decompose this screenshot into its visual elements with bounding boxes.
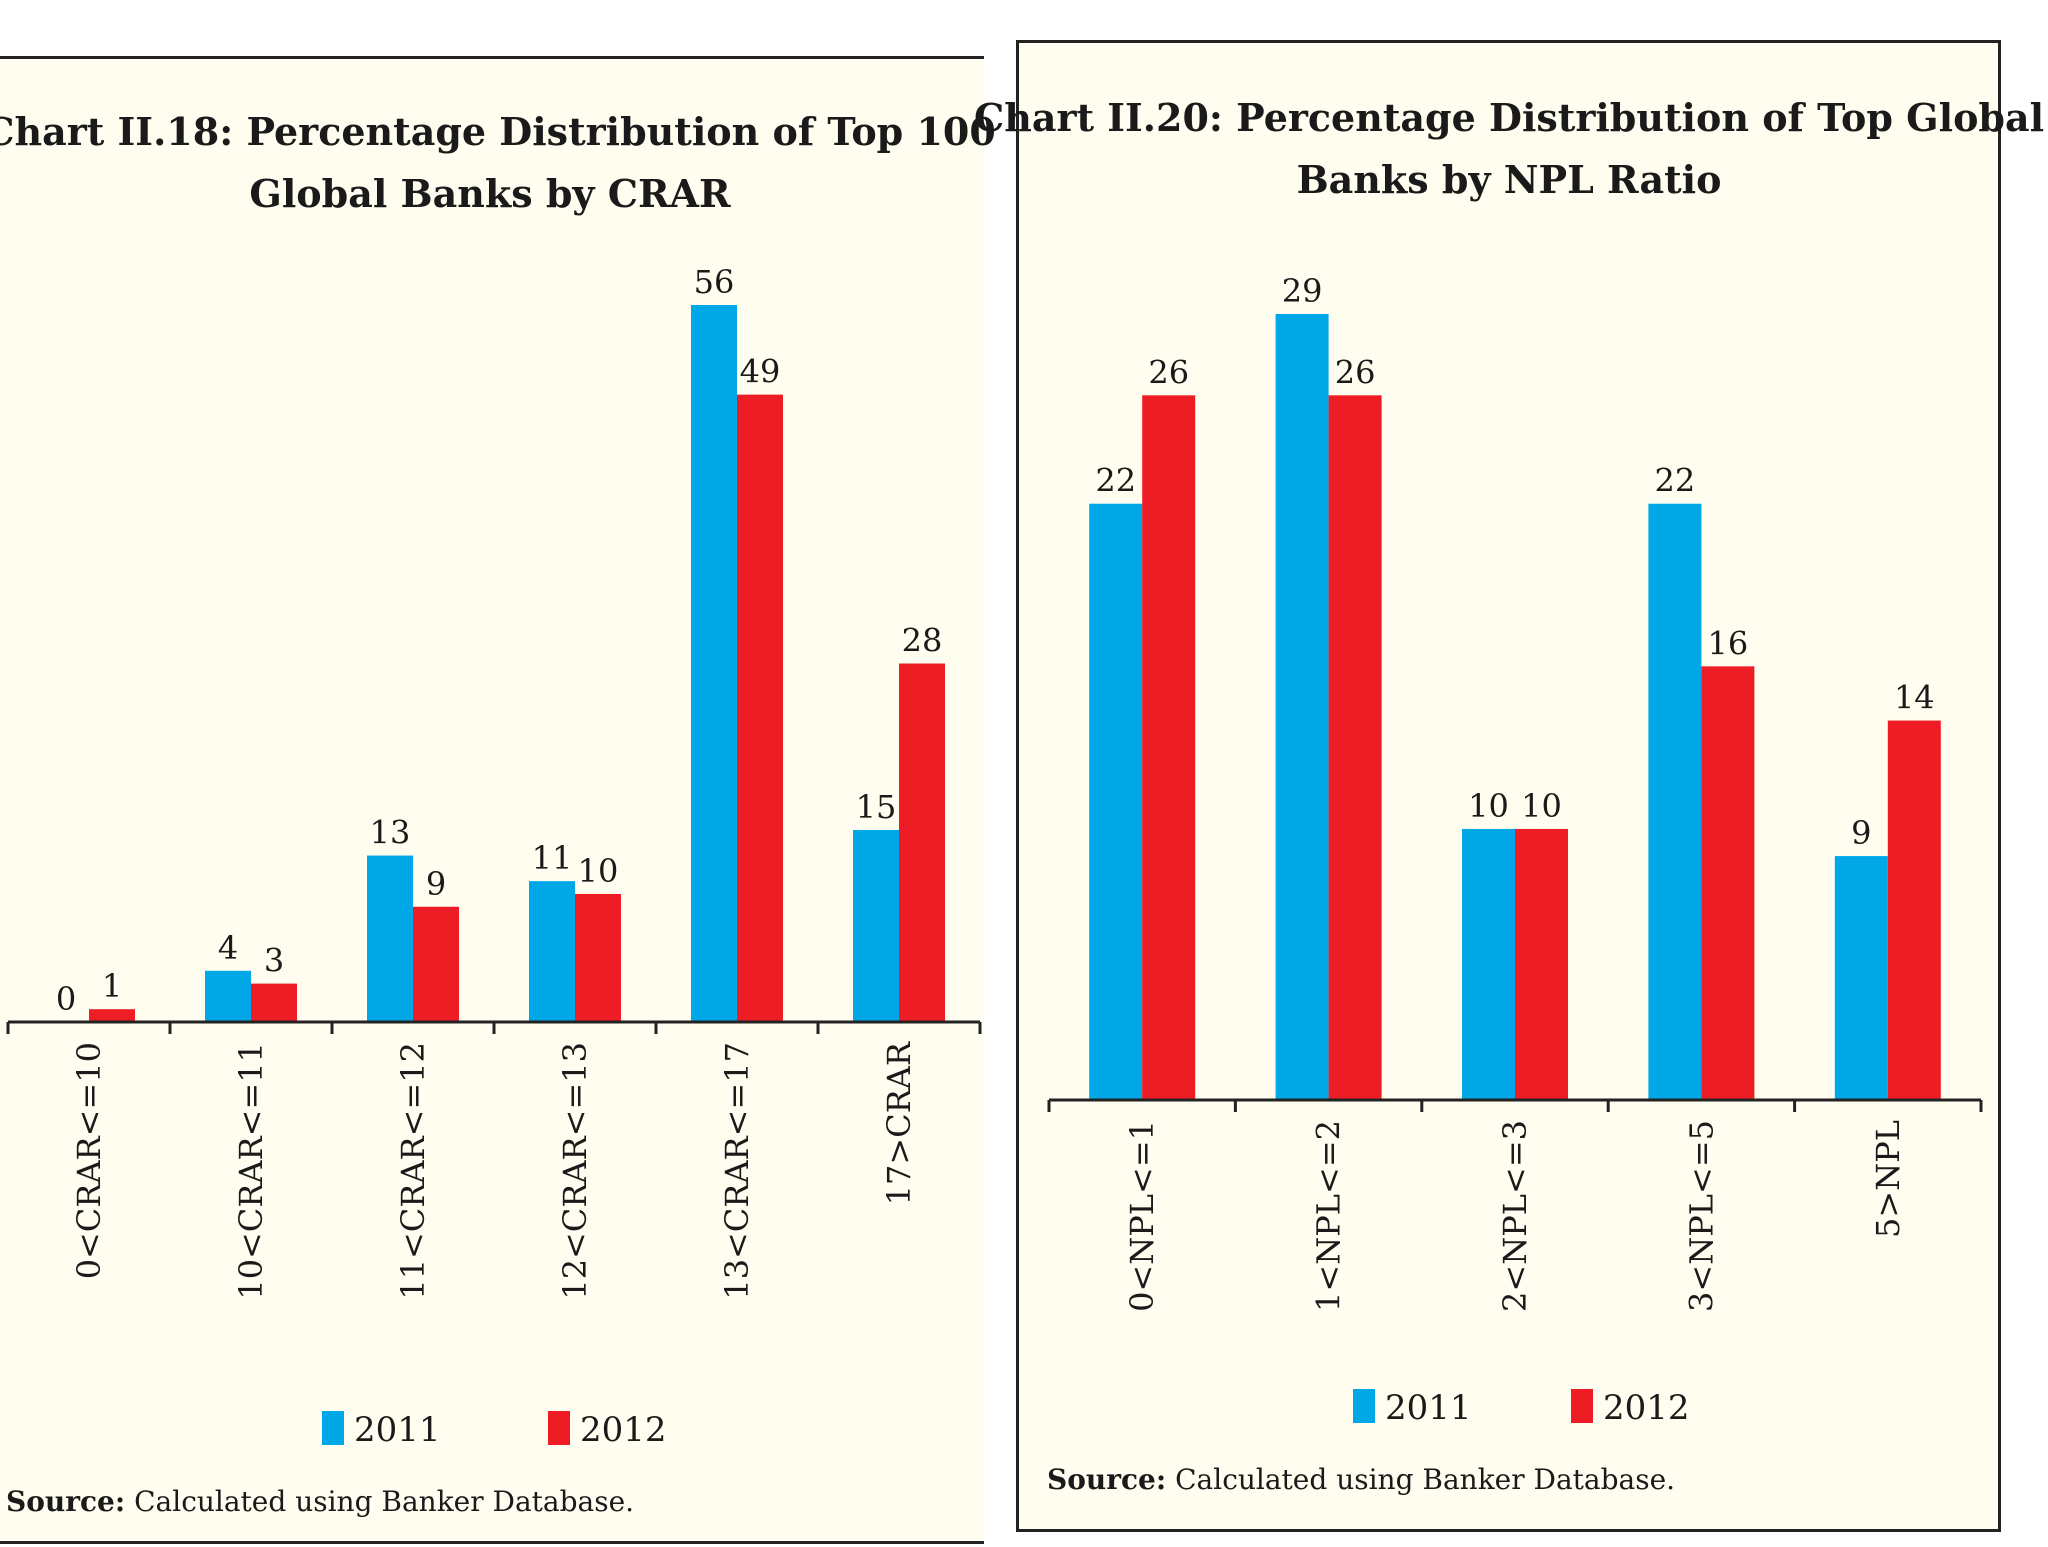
value-label: 1 <box>102 967 122 1005</box>
crar-chart: Chart II.18: Percentage Distribution of … <box>0 109 996 1518</box>
value-label: 14 <box>1894 679 1935 717</box>
value-label: 10 <box>1521 787 1562 825</box>
source-note: Source: Calculated using Banker Database… <box>6 1485 634 1518</box>
value-label: 15 <box>856 788 897 826</box>
chart-title-line: Global Banks by CRAR <box>249 171 731 216</box>
bar-2012-2 <box>1515 828 1568 1100</box>
source-label: Source: <box>1047 1463 1166 1496</box>
bar-2012-1 <box>1328 395 1382 1101</box>
bar-2011-5 <box>853 829 899 1022</box>
bar-2011-1 <box>1275 314 1329 1100</box>
legend-swatch-2012 <box>548 1411 570 1445</box>
bar-2011-3 <box>1648 503 1702 1101</box>
category-label: 0<CRAR<=10 <box>70 1042 108 1279</box>
bar-2012-5 <box>899 663 945 1022</box>
value-label: 4 <box>218 929 238 967</box>
bar-2012-1 <box>251 983 297 1022</box>
category-label: 17>CRAR <box>880 1041 918 1205</box>
category-label: 12<CRAR<=13 <box>556 1042 594 1300</box>
value-label: 0 <box>56 980 76 1018</box>
bar-2012-4 <box>737 394 783 1022</box>
value-label: 10 <box>1468 787 1509 825</box>
value-label: 3 <box>264 942 284 980</box>
legend-label: 2011 <box>1385 1388 1472 1428</box>
legend-label: 2012 <box>1603 1388 1690 1428</box>
source-text: Calculated using Banker Database. <box>125 1485 634 1518</box>
bar-2011-4 <box>1834 856 1888 1100</box>
bar-2012-3 <box>1701 666 1755 1100</box>
chart-panel-npl: Chart II.20: Percentage Distribution of … <box>974 40 2044 1532</box>
source-text: Calculated using Banker Database. <box>1166 1463 1675 1496</box>
bar-2012-3 <box>575 893 621 1022</box>
npl-chart: Chart II.20: Percentage Distribution of … <box>974 95 2044 1496</box>
value-label: 29 <box>1282 272 1323 310</box>
legend-swatch-2011 <box>1353 1389 1375 1423</box>
value-label: 26 <box>1335 353 1376 391</box>
value-label: 56 <box>694 263 735 301</box>
value-label: 22 <box>1095 462 1136 500</box>
bar-2012-2 <box>413 906 459 1022</box>
bar-2011-2 <box>1462 828 1515 1100</box>
value-label: 9 <box>1851 814 1871 852</box>
category-label: 0<NPL<=1 <box>1123 1120 1161 1312</box>
category-label: 13<CRAR<=17 <box>718 1042 756 1300</box>
chart-panel-crar: Chart II.18: Percentage Distribution of … <box>0 56 996 1544</box>
bar-2012-4 <box>1887 720 1941 1100</box>
category-label: 11<CRAR<=12 <box>394 1042 432 1300</box>
category-label: 5>NPL <box>1869 1120 1907 1238</box>
source-note: Source: Calculated using Banker Database… <box>1047 1463 1675 1496</box>
bar-2011-4 <box>691 305 737 1022</box>
bar-2011-3 <box>529 881 575 1022</box>
value-label: 22 <box>1655 462 1696 500</box>
category-label: 3<NPL<=5 <box>1682 1120 1720 1312</box>
bar-2012-0 <box>89 1009 135 1022</box>
source-label: Source: <box>6 1485 125 1518</box>
legend-label: 2012 <box>580 1410 667 1450</box>
chart-title-line: Chart II.18: Percentage Distribution of … <box>0 109 996 154</box>
bar-2011-2 <box>367 855 413 1022</box>
category-label: 2<NPL<=3 <box>1496 1120 1534 1312</box>
bar-2011-0 <box>1089 503 1143 1101</box>
category-label: 1<NPL<=2 <box>1310 1120 1348 1312</box>
value-label: 9 <box>426 865 446 903</box>
value-label: 10 <box>578 852 619 890</box>
legend-swatch-2012 <box>1571 1389 1593 1423</box>
value-label: 11 <box>532 839 573 877</box>
chart-title-line: Chart II.20: Percentage Distribution of … <box>974 95 2044 140</box>
legend-swatch-2011 <box>322 1411 344 1445</box>
value-label: 16 <box>1708 624 1749 662</box>
legend-label: 2011 <box>354 1410 441 1450</box>
value-label: 26 <box>1148 353 1189 391</box>
bar-2011-1 <box>205 970 251 1022</box>
value-label: 13 <box>370 814 411 852</box>
bar-2012-0 <box>1142 395 1196 1101</box>
chart-title-line: Banks by NPL Ratio <box>1297 157 1722 202</box>
value-label: 28 <box>902 622 943 660</box>
category-label: 10<CRAR<=11 <box>232 1042 270 1300</box>
value-label: 49 <box>740 353 781 391</box>
